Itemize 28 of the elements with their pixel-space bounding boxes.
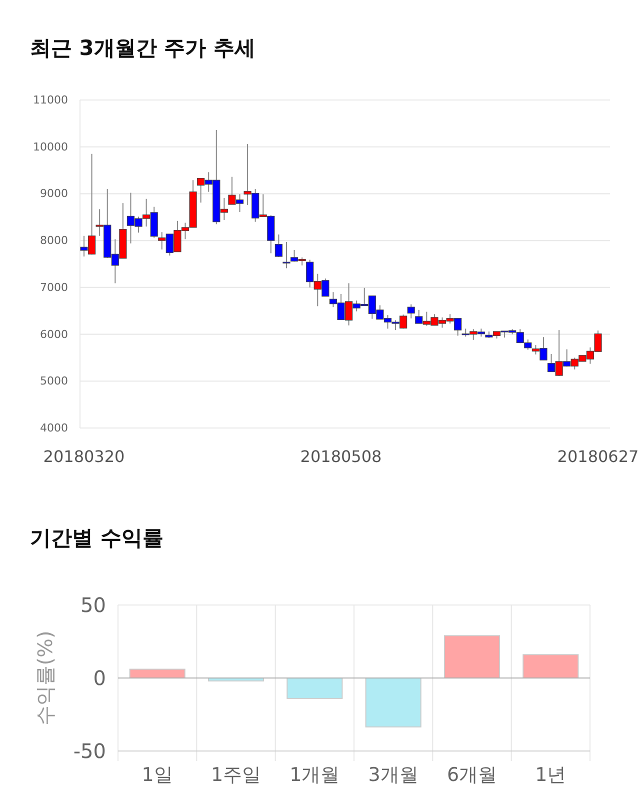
bar (129, 668, 186, 678)
x-tick-label: 1주일 (210, 764, 262, 786)
bar (444, 635, 500, 678)
y-tick-label: -50 (73, 739, 106, 763)
bar (286, 678, 343, 699)
x-tick-label: 20180508 (300, 447, 382, 466)
chart-title: 기간별 수익률 (30, 526, 164, 550)
y-axis-title: 수익률(%) (33, 630, 57, 726)
y-tick-label: 50 (80, 593, 106, 617)
x-tick-label: 1개월 (290, 764, 340, 786)
x-tick-label: 3개월 (368, 764, 418, 786)
y-tick-label: 4000 (40, 422, 68, 434)
bar (365, 678, 422, 728)
bar (522, 654, 579, 678)
y-tick-label: 8000 (40, 234, 68, 248)
x-tick-label: 20180320 (43, 447, 125, 466)
chart-title: 최근 3개월간 주가 추세 (30, 36, 256, 60)
y-tick-label: 5000 (40, 374, 68, 388)
y-tick-label: 0 (93, 666, 106, 690)
y-tick-label: 6000 (40, 328, 68, 341)
y-tick-label: 7000 (40, 280, 68, 294)
y-tick-label: 10000 (33, 140, 68, 154)
x-tick-label: 1년 (535, 764, 566, 786)
x-tick-label: 6개월 (446, 764, 498, 786)
x-tick-label: 1일 (142, 764, 173, 786)
y-tick-label: 9000 (40, 187, 68, 200)
y-tick-label: 11000 (33, 94, 68, 106)
x-tick-label: 20180627 (557, 447, 639, 466)
